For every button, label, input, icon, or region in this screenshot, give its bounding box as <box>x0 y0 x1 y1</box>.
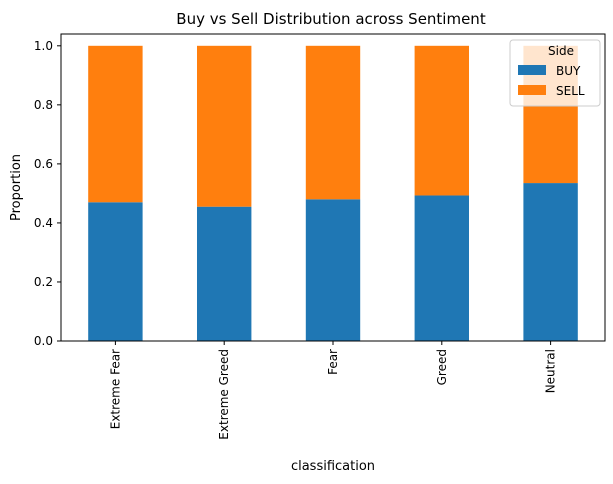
y-tick-label: 0.0 <box>34 334 53 348</box>
x-axis-title: classification <box>291 459 375 474</box>
plot-frame <box>60 33 606 342</box>
x-tick-label: Greed <box>435 349 449 385</box>
bar-buy-greed <box>414 195 469 341</box>
y-tick-label: 1.0 <box>34 39 53 53</box>
bar-buy-extreme-fear <box>88 202 143 341</box>
legend-label-buy: BUY <box>556 64 581 78</box>
y-axis-title: Proportion <box>9 154 24 221</box>
legend-label-sell: SELL <box>556 84 585 98</box>
bar-sell-greed <box>414 45 469 196</box>
y-axis-ticks: 0.0 0.2 0.4 0.6 0.8 1.0 <box>34 39 61 348</box>
bars-layer <box>88 45 578 341</box>
x-tick-label: Extreme Fear <box>108 349 122 429</box>
bar-sell-fear <box>305 45 361 200</box>
bar-buy-extreme-greed <box>197 206 252 341</box>
x-tick-label: Extreme Greed <box>217 349 231 440</box>
bar-buy-fear <box>305 199 361 341</box>
x-tick-label: Fear <box>326 349 340 375</box>
legend-swatch-sell <box>518 85 546 95</box>
legend: Side BUY SELL <box>509 39 601 107</box>
y-tick-label: 0.4 <box>34 216 53 230</box>
chart-title: Buy vs Sell Distribution across Sentimen… <box>176 10 486 28</box>
bar-sell-extreme-greed <box>197 45 252 207</box>
bar-sell-extreme-fear <box>88 45 143 203</box>
legend-swatch-buy <box>518 65 546 75</box>
y-tick-label: 0.8 <box>34 98 53 112</box>
x-tick-label: Neutral <box>544 349 558 393</box>
y-tick-label: 0.2 <box>34 275 53 289</box>
y-tick-label: 0.6 <box>34 157 53 171</box>
bar-buy-neutral <box>523 183 578 341</box>
x-axis-ticks: Extreme Fear Extreme Greed Fear Greed Neutra… <box>108 341 558 440</box>
legend-title: Side <box>548 44 574 58</box>
